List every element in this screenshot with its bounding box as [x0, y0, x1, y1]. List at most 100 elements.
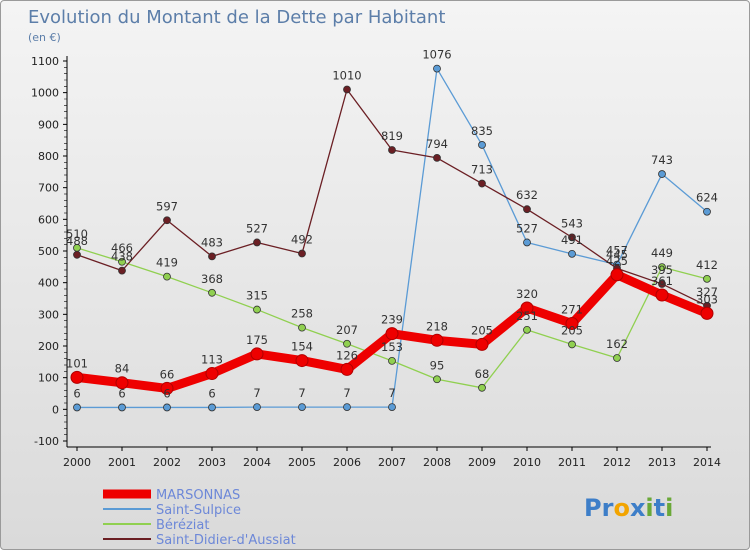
data-label: 7 [388, 386, 395, 400]
data-label: 126 [336, 348, 358, 362]
series-0 [73, 64, 711, 412]
data-label: 361 [651, 274, 673, 288]
x-tick-label: 2008 [423, 456, 451, 469]
data-label: 154 [291, 340, 313, 354]
data-label: 543 [561, 216, 583, 230]
data-label: 7 [253, 386, 260, 400]
data-point [208, 403, 216, 412]
data-label: 483 [201, 235, 223, 249]
data-point [433, 64, 441, 73]
data-point [613, 354, 621, 362]
data-label: 303 [696, 292, 718, 306]
data-label: 175 [246, 333, 268, 347]
data-label: 205 [561, 323, 583, 337]
data-label: 7 [343, 386, 350, 400]
data-point [115, 376, 129, 390]
data-label: 101 [66, 356, 88, 370]
data-label: 68 [475, 367, 490, 381]
data-point [523, 205, 531, 214]
data-label: 368 [201, 272, 223, 286]
data-point [658, 170, 666, 178]
data-point [118, 403, 126, 412]
chart-title: Evolution du Montant de la Dette par Hab… [28, 7, 445, 28]
data-point [568, 233, 576, 242]
series-layer [70, 64, 714, 412]
data-point [610, 268, 624, 282]
x-ticks: 2000 2001 2002 2003 2004 2005 2006 2007 2008 2009… [63, 447, 721, 469]
legend-label: Saint-Sulpice [156, 503, 241, 518]
y-tick-label: 700 [38, 182, 59, 195]
data-label: 239 [381, 313, 403, 327]
data-point [298, 249, 306, 258]
data-label: 491 [561, 233, 583, 247]
data-point [343, 339, 351, 348]
data-point [118, 266, 126, 275]
y-tick-label: 300 [38, 308, 59, 321]
data-point [523, 238, 531, 247]
data-point [163, 272, 171, 281]
data-point [118, 257, 126, 266]
data-point [250, 347, 264, 361]
x-tick-label: 2007 [378, 456, 406, 469]
x-tick-label: 2012 [603, 456, 631, 469]
data-point [478, 383, 486, 392]
data-point [70, 370, 84, 384]
data-label: 510 [66, 227, 88, 241]
x-tick-label: 2013 [648, 456, 676, 469]
data-point [340, 362, 354, 376]
y-tick-label: 900 [38, 118, 59, 131]
data-label: 84 [115, 362, 130, 376]
data-label: 794 [426, 137, 448, 151]
data-point [655, 288, 669, 302]
data-label: 95 [430, 358, 445, 372]
data-label: 819 [381, 129, 403, 143]
series-1 [73, 243, 711, 392]
data-label: 457 [606, 244, 628, 258]
data-label: 835 [471, 124, 493, 138]
series-3 [70, 268, 714, 395]
data-label: 153 [381, 340, 403, 354]
data-point [703, 274, 711, 283]
data-point [73, 250, 81, 259]
data-label: 162 [606, 337, 628, 351]
x-tick-label: 2002 [153, 456, 181, 469]
data-label: 1010 [332, 69, 361, 83]
y-tick-label: 600 [38, 213, 59, 226]
data-label: 597 [156, 199, 178, 213]
data-point [163, 216, 171, 225]
data-point [388, 356, 396, 365]
y-tick-label: 800 [38, 150, 59, 163]
data-point [163, 403, 171, 412]
data-point [520, 301, 534, 315]
data-point [523, 325, 531, 334]
data-point [295, 354, 309, 368]
data-point [475, 337, 489, 351]
y-tick-label: -100 [34, 435, 59, 448]
data-point [385, 327, 399, 341]
x-tick-label: 2009 [468, 456, 496, 469]
y-tick-label: 0 [52, 403, 59, 416]
data-label: 7 [298, 386, 305, 400]
y-tick-label: 100 [38, 372, 59, 385]
data-label: 1076 [422, 48, 451, 62]
data-label: 6 [73, 386, 80, 400]
data-point [700, 306, 714, 320]
y-tick-label: 500 [38, 245, 59, 258]
data-point [388, 146, 396, 154]
legend: MARSONNASSaint-SulpiceBéréziatSaint-Didi… [103, 488, 296, 548]
data-label: 6 [163, 386, 170, 400]
x-tick-label: 2010 [513, 456, 541, 469]
data-label: 6 [208, 386, 215, 400]
series-2 [73, 85, 711, 310]
data-point [478, 179, 486, 188]
data-label: 205 [471, 323, 493, 337]
data-point [298, 323, 306, 332]
data-label: 492 [291, 233, 313, 247]
legend-label: MARSONNAS [156, 488, 240, 503]
proxiti-logo: Proxiti [584, 494, 673, 522]
legend-label: Béréziat [156, 518, 209, 533]
data-point [208, 288, 216, 297]
data-point [568, 249, 576, 258]
